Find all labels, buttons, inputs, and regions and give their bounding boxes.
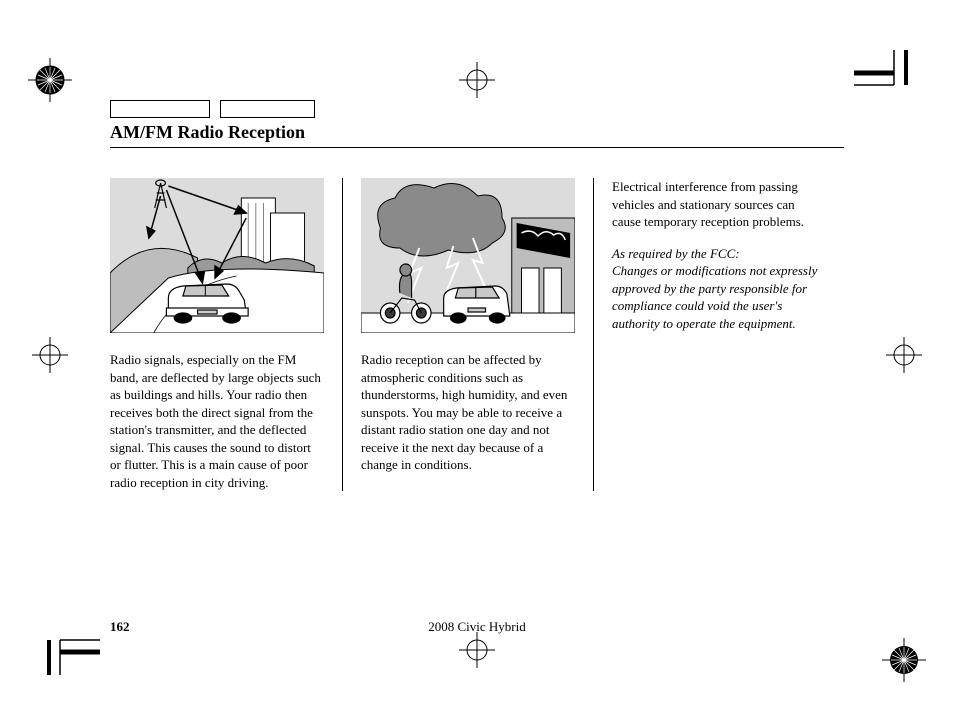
column-3: Electrical interference from passing veh… bbox=[593, 178, 844, 491]
column-2-text: Radio reception can be affected by atmos… bbox=[361, 351, 575, 474]
column-3-text-1: Electrical interference from passing veh… bbox=[612, 178, 826, 231]
page-title: AM/FM Radio Reception bbox=[110, 122, 844, 148]
header-box-1 bbox=[110, 100, 210, 118]
crop-top-right bbox=[854, 50, 914, 105]
page-number: 162 bbox=[110, 619, 130, 635]
crop-bottom-left bbox=[45, 625, 105, 680]
regmark-middle-left bbox=[20, 325, 80, 385]
header-nav-boxes bbox=[110, 100, 844, 118]
column-1-text: Radio signals, especially on the FM band… bbox=[110, 351, 324, 491]
column-1: Radio signals, especially on the FM band… bbox=[110, 178, 342, 491]
regmark-bottom-right bbox=[874, 630, 934, 690]
footer-model: 2008 Civic Hybrid bbox=[428, 619, 526, 635]
column-2: Radio reception can be affected by atmos… bbox=[342, 178, 593, 491]
column-3-text-2-fcc: As required by the FCC: Changes or modif… bbox=[612, 245, 826, 333]
illustration-atmospheric bbox=[361, 178, 575, 333]
page-content: AM/FM Radio Reception bbox=[110, 100, 844, 640]
regmark-top-left bbox=[20, 50, 80, 110]
page-footer: 162 2008 Civic Hybrid bbox=[110, 619, 844, 635]
regmark-middle-right bbox=[874, 325, 934, 385]
content-columns: Radio signals, especially on the FM band… bbox=[110, 178, 844, 491]
header-box-2 bbox=[220, 100, 315, 118]
illustration-signal-deflection bbox=[110, 178, 324, 333]
